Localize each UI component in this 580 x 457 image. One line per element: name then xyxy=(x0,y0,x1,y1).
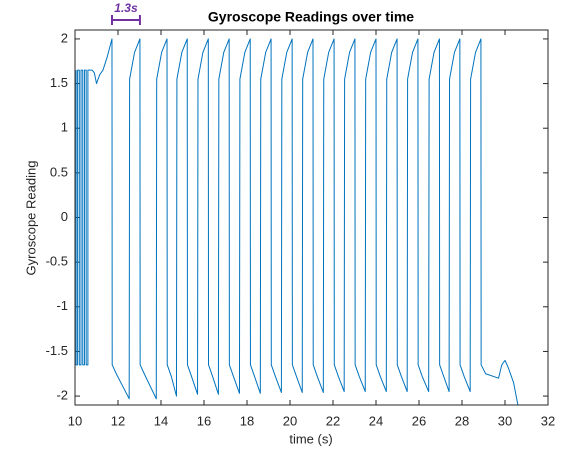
x-tick-label: 22 xyxy=(326,413,340,428)
y-tick-label: 0 xyxy=(61,209,68,224)
x-tick-label: 28 xyxy=(455,413,469,428)
y-axis-label: Gyroscope Reading xyxy=(23,161,38,276)
x-tick-label: 24 xyxy=(369,413,383,428)
y-tick-label: -1 xyxy=(56,298,68,313)
x-tick-label: 12 xyxy=(111,413,125,428)
x-tick-label: 20 xyxy=(283,413,297,428)
x-axis-label: time (s) xyxy=(289,431,332,446)
y-tick-label: 1 xyxy=(61,120,68,135)
y-tick-label: 1.5 xyxy=(50,75,68,90)
y-tick-label: 2 xyxy=(61,30,68,45)
y-tick-label: -1.5 xyxy=(46,343,68,358)
annotation-text: 1.3s xyxy=(114,1,138,15)
chart-title: Gyroscope Readings over time xyxy=(208,9,414,25)
x-tick-label: 14 xyxy=(154,413,168,428)
x-tick-label: 26 xyxy=(412,413,426,428)
x-tick-label: 18 xyxy=(240,413,254,428)
x-tick-label: 16 xyxy=(197,413,211,428)
data-line xyxy=(75,38,519,406)
plot-frame xyxy=(74,29,549,406)
y-tick-label: -2 xyxy=(56,388,68,403)
y-tick-label: -0.5 xyxy=(46,254,68,269)
x-tick-label: 32 xyxy=(541,413,555,428)
y-tick-label: 0.5 xyxy=(50,164,68,179)
x-tick-label: 10 xyxy=(68,413,82,428)
x-tick-label: 30 xyxy=(498,413,512,428)
